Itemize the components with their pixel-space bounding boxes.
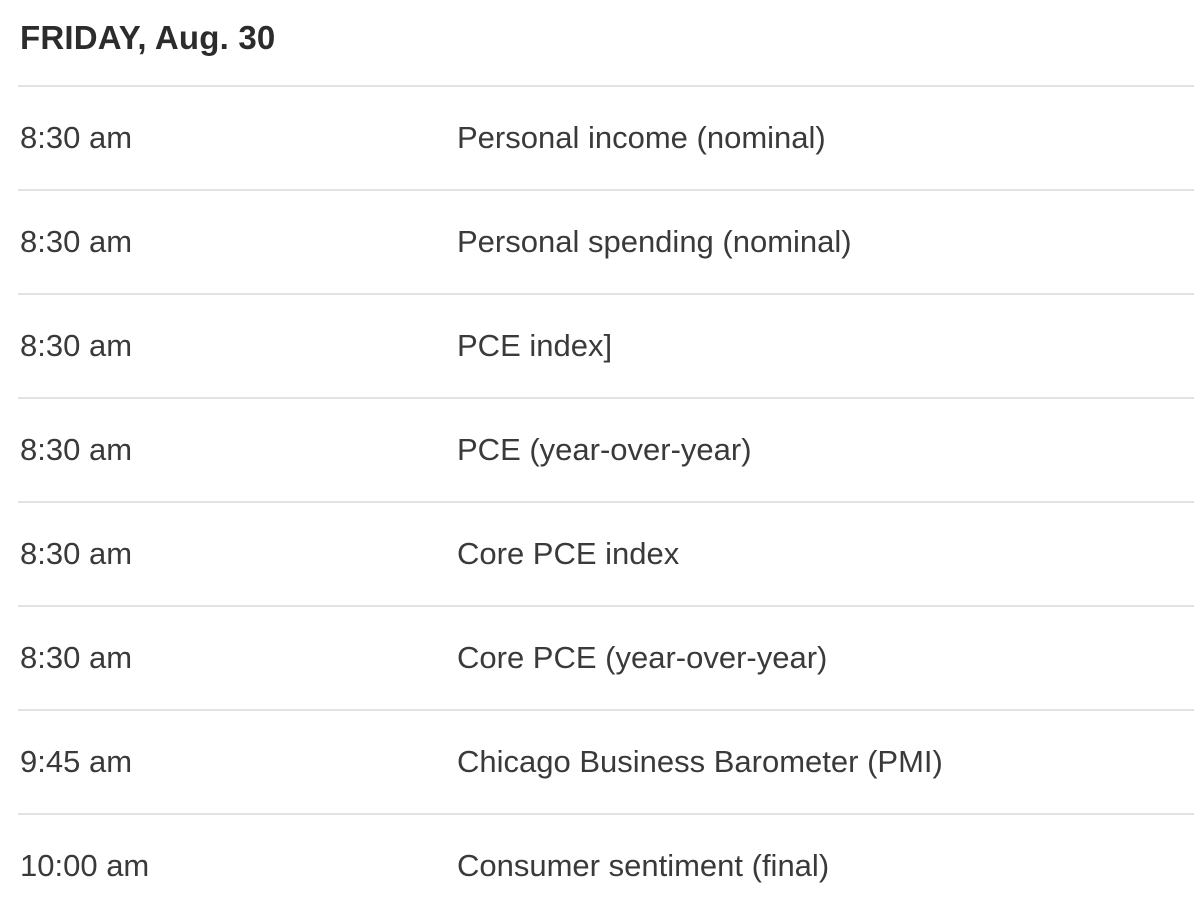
calendar-row: 8:30 am Core PCE index <box>18 501 1194 605</box>
calendar-row: 8:30 am PCE index] <box>18 293 1194 397</box>
event-time: 10:00 am <box>20 848 150 883</box>
event-time: 8:30 am <box>20 432 133 467</box>
calendar-row: 8:30 am Personal income (nominal) <box>18 85 1194 189</box>
event-report: Core PCE (year-over-year) <box>457 640 828 675</box>
calendar-row: 10:00 am Consumer sentiment (final) <box>18 813 1194 917</box>
calendar-row: 8:30 am PCE (year-over-year) <box>18 397 1194 501</box>
event-time: 8:30 am <box>20 536 133 571</box>
calendar-row: 9:45 am Chicago Business Barometer (PMI) <box>18 709 1194 813</box>
event-time: 8:30 am <box>20 328 133 363</box>
event-report: PCE (year-over-year) <box>457 432 752 467</box>
calendar-row: 8:30 am Core PCE (year-over-year) <box>18 605 1194 709</box>
event-report: Consumer sentiment (final) <box>457 848 830 883</box>
event-time: 8:30 am <box>20 120 133 155</box>
event-report: Personal spending (nominal) <box>457 224 852 259</box>
event-time: 8:30 am <box>20 224 133 259</box>
day-header: FRIDAY, Aug. 30 <box>20 19 276 56</box>
event-time: 8:30 am <box>20 640 133 675</box>
event-report: Core PCE index <box>457 536 680 571</box>
event-report: Personal income (nominal) <box>457 120 826 155</box>
calendar-row: 8:30 am Personal spending (nominal) <box>18 189 1194 293</box>
event-report: Chicago Business Barometer (PMI) <box>457 744 943 779</box>
event-time: 9:45 am <box>20 744 133 779</box>
event-report: PCE index] <box>457 328 613 363</box>
